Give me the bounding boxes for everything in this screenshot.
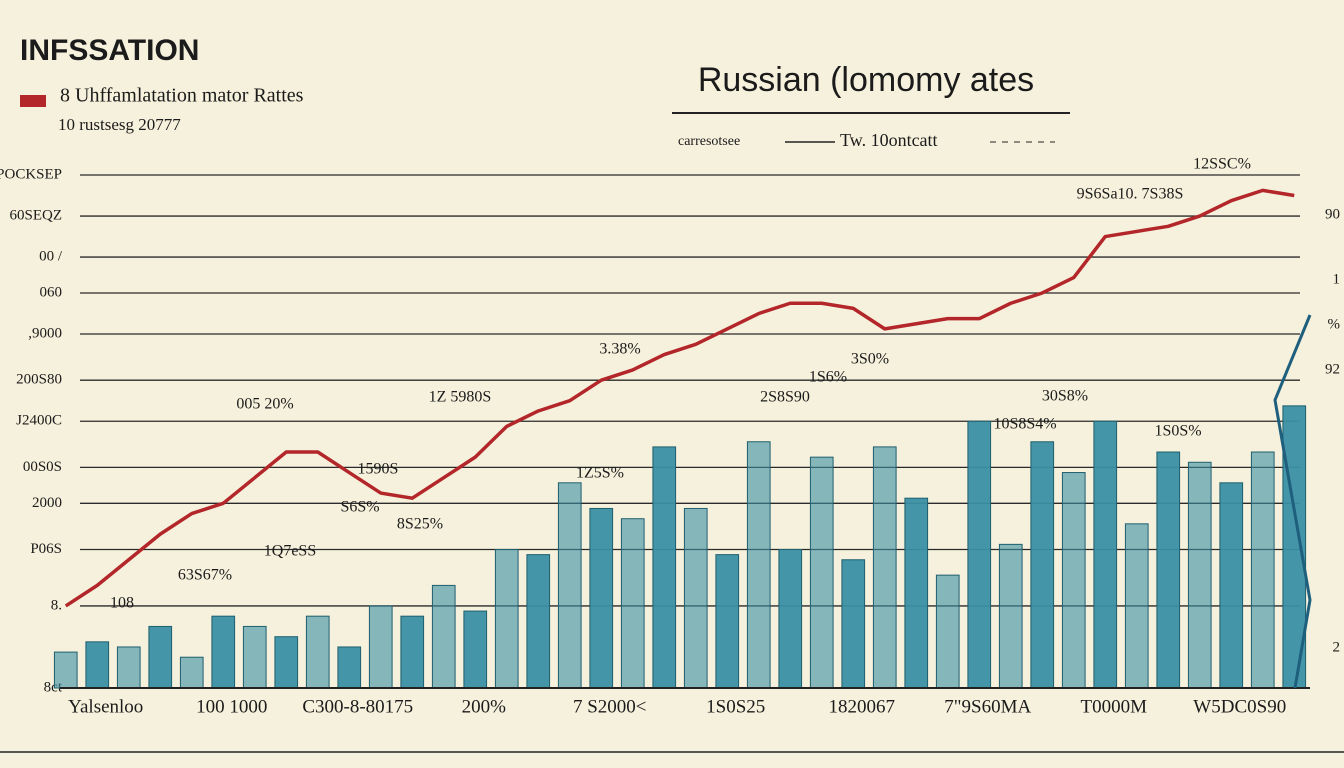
x-tick-label: W5DC0S90 xyxy=(1193,696,1286,717)
bar xyxy=(400,615,425,689)
y-tick-label: 060 xyxy=(40,284,63,300)
bar xyxy=(494,548,519,689)
annotation: 9S6Sa10. 7S38S xyxy=(1077,186,1184,203)
annotation: 1Z 5980S xyxy=(429,389,492,406)
bar xyxy=(242,625,267,689)
y-tick-label: 00S0S xyxy=(23,459,62,475)
bar xyxy=(526,554,551,689)
trend-arrow xyxy=(1273,314,1312,689)
bar xyxy=(305,615,330,689)
annotation: 1Z5S% xyxy=(576,465,624,482)
bar xyxy=(1030,441,1055,689)
bar xyxy=(274,636,299,689)
annotation: 3S0% xyxy=(851,351,889,368)
bar xyxy=(652,446,677,689)
bar xyxy=(116,646,141,689)
bar xyxy=(1124,523,1149,689)
bar xyxy=(841,559,866,689)
bar xyxy=(1156,451,1181,689)
y-tick-label: J2400C xyxy=(16,413,62,429)
bar xyxy=(683,507,708,689)
subtitle: 10 rustsesg 20777 xyxy=(58,115,181,134)
bar xyxy=(85,641,110,689)
bar xyxy=(557,482,582,689)
annotation: 005 20% xyxy=(236,396,293,413)
y-tick-label: 2000 xyxy=(32,495,62,511)
bar xyxy=(1250,451,1275,689)
legend-label: 8 Uhffamlatation mator Rattes xyxy=(60,85,304,107)
right-label: 90 xyxy=(1325,206,1340,222)
y-tick-label: 200S80 xyxy=(16,372,62,388)
bar xyxy=(1061,472,1086,689)
line xyxy=(64,188,1295,608)
bar xyxy=(998,543,1023,689)
right-label: % xyxy=(1328,316,1341,332)
bar xyxy=(872,446,897,689)
annotation: 1S6% xyxy=(809,369,847,386)
y-tick-label: 8. xyxy=(51,597,62,613)
y-tick-label: 60SEQZ xyxy=(10,207,63,223)
annotation: 10S8S4% xyxy=(993,416,1056,433)
bar xyxy=(1219,482,1244,689)
y-tick-label: POCKSEP xyxy=(0,166,62,182)
bar xyxy=(179,656,204,689)
annotation: S6S% xyxy=(340,499,379,516)
bar xyxy=(715,554,740,689)
right-label: 92 xyxy=(1325,361,1340,377)
bar xyxy=(368,605,393,689)
bar xyxy=(337,646,362,689)
bar xyxy=(589,507,614,689)
annotation: 2S8S90 xyxy=(760,389,810,406)
bar xyxy=(935,574,960,689)
annotation: 1590S xyxy=(358,461,399,478)
annotation: 30S8% xyxy=(1042,388,1088,405)
y-tick-label: 00 / xyxy=(39,249,63,265)
bar xyxy=(967,420,992,689)
bar xyxy=(1093,420,1118,689)
annotation: 12SSC% xyxy=(1193,156,1251,173)
annotation: 3.38% xyxy=(599,341,640,358)
right-label: 2 xyxy=(1333,639,1341,655)
x-tick-label: T0000M xyxy=(1081,696,1148,717)
heading: Russian (lomomy ates xyxy=(698,61,1034,99)
annotation: 1Q7eSS xyxy=(264,543,316,560)
y-tick-label: ,9000 xyxy=(28,325,62,341)
bar xyxy=(148,625,173,689)
annotation: 1S0S% xyxy=(1154,423,1201,440)
note: Tw. 10ontcatt xyxy=(840,130,938,150)
bar xyxy=(53,651,78,689)
x-tick-label: 1S0S25 xyxy=(706,696,765,717)
x-tick-label: Yalsenloo xyxy=(68,696,143,717)
bar xyxy=(809,456,834,689)
annotation: 63S67% xyxy=(178,567,232,584)
bar xyxy=(431,584,456,689)
bar xyxy=(904,497,929,689)
bar xyxy=(746,441,771,689)
x-tick-label: 7"9S60MA xyxy=(944,696,1031,717)
bar xyxy=(463,610,488,689)
bar xyxy=(778,548,803,689)
x-tick-label: C300-8-80175 xyxy=(302,696,413,717)
bar xyxy=(1187,461,1212,689)
x-tick-label: 1820067 xyxy=(829,696,896,717)
legend-swatch xyxy=(20,95,46,107)
y-tick-label: P06S xyxy=(30,541,62,557)
annotation: 8S25% xyxy=(397,516,443,533)
annotation: 108 xyxy=(110,595,134,612)
x-tick-label: 200% xyxy=(462,696,507,717)
note: carresotsee xyxy=(678,134,740,149)
right-label: 1 xyxy=(1333,271,1341,287)
chart-title: INFSSATION xyxy=(20,34,199,67)
bar xyxy=(211,615,236,689)
x-tick-label: 100 1000 xyxy=(196,696,267,717)
x-tick-label: 7 S2000< xyxy=(573,696,647,717)
bar xyxy=(620,518,645,689)
